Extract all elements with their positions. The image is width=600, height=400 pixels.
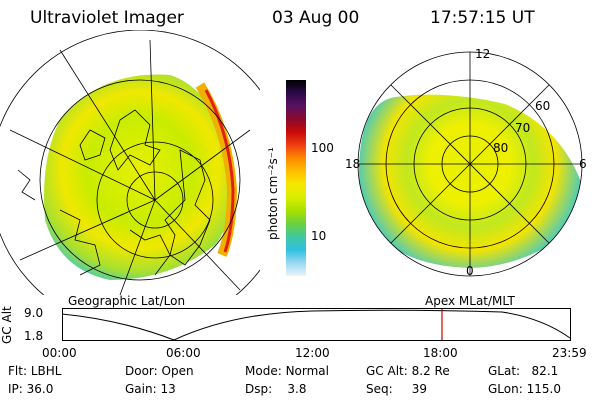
mlt-label-6: 6 (579, 157, 587, 171)
info-door: Door: Open (125, 364, 194, 378)
altitude-axis-label: GC Alt (0, 306, 14, 344)
info-mode: Mode: Normal (245, 364, 329, 378)
colorbar-strip (286, 80, 306, 276)
mlat-label-70: 70 (515, 121, 530, 135)
altitude-tick-9: 9.0 (24, 306, 44, 320)
mlat-label-60: 60 (535, 99, 550, 113)
info-filter: Flt: LBHL (8, 364, 62, 378)
colorbar-tick-100: 100 (311, 141, 334, 155)
time-tick-0600: 06:00 (166, 346, 201, 360)
time-label: 17:57:15 UT (430, 8, 535, 28)
mlt-label-18: 18 (345, 157, 360, 171)
mlt-label-12: 12 (475, 47, 490, 61)
dayside-limb-edge (204, 89, 235, 253)
altitude-tick-1-8: 1.8 (24, 329, 44, 343)
mlat-label-80: 80 (493, 141, 508, 155)
altitude-plot (62, 308, 571, 341)
geographic-panel-label: Geographic Lat/Lon (68, 294, 186, 308)
info-gc-alt: GC Alt: 8.2 Re (366, 364, 450, 378)
instrument-title: Ultraviolet Imager (30, 8, 184, 28)
apex-polar-panel: 12 18 6 0 60 70 80 (345, 47, 587, 278)
time-tick-1200: 12:00 (295, 346, 330, 360)
info-gain: Gain: 13 (125, 382, 176, 396)
time-tick-2359: 23:59 (552, 346, 587, 360)
altitude-curve (62, 309, 571, 341)
colorbar-tick-10: 10 (311, 229, 327, 243)
apex-panel-label: Apex MLat/MLT (425, 294, 515, 308)
info-glat: GLat: 82.1 (488, 364, 559, 378)
info-ip: IP: 36.0 (8, 382, 54, 396)
coastline (109, 109, 161, 171)
info-seq: Seq: 39 (366, 382, 428, 396)
date-label: 03 Aug 00 (272, 8, 360, 28)
geographic-image-panel (0, 30, 260, 295)
mlt-label-0: 0 (466, 264, 474, 278)
info-glon: GLon: 115.0 (488, 382, 561, 396)
colorbar-unit-label: photon cm⁻²s⁻¹ (266, 147, 280, 240)
info-dsp: Dsp: 3.8 (245, 382, 307, 396)
colorbar (286, 80, 306, 276)
time-tick-0000: 00:00 (42, 346, 77, 360)
time-tick-1800: 18:00 (423, 346, 458, 360)
